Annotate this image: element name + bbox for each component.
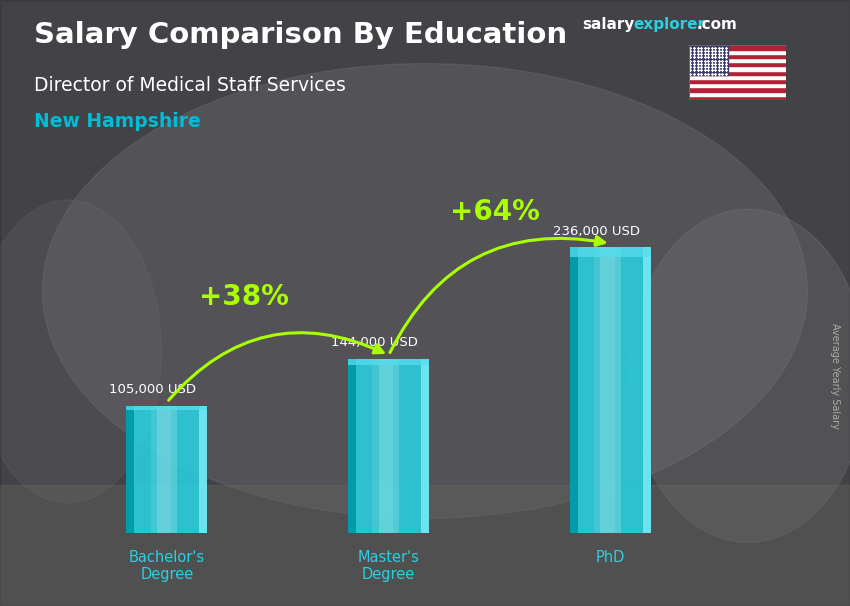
Bar — [0, 485, 850, 606]
Ellipse shape — [629, 209, 850, 542]
Text: explorer: explorer — [633, 17, 706, 32]
Bar — [594, 247, 615, 533]
Bar — [570, 247, 651, 258]
Bar — [688, 54, 786, 58]
Bar — [378, 359, 399, 533]
Bar — [688, 45, 786, 50]
Bar — [127, 406, 207, 533]
Bar — [688, 92, 786, 96]
Bar — [372, 359, 393, 533]
Bar — [348, 359, 429, 533]
Text: salary: salary — [582, 17, 635, 32]
Bar — [688, 96, 786, 100]
Text: 236,000 USD: 236,000 USD — [552, 225, 640, 238]
Bar — [688, 87, 786, 92]
Bar — [150, 406, 171, 533]
Bar — [127, 406, 134, 533]
Text: Average Yearly Salary: Average Yearly Salary — [830, 323, 840, 428]
Text: Director of Medical Staff Services: Director of Medical Staff Services — [34, 76, 346, 95]
Text: New Hampshire: New Hampshire — [34, 112, 201, 131]
Bar — [156, 406, 177, 533]
Bar — [688, 62, 786, 67]
Bar — [570, 247, 651, 533]
Bar — [421, 359, 429, 533]
Bar — [688, 79, 786, 83]
Bar — [688, 71, 786, 75]
Ellipse shape — [42, 64, 807, 518]
Bar — [688, 45, 728, 75]
Bar — [643, 247, 651, 533]
Text: 144,000 USD: 144,000 USD — [331, 336, 417, 349]
Text: .com: .com — [697, 17, 738, 32]
Text: +38%: +38% — [199, 283, 289, 311]
Bar — [600, 247, 620, 533]
Bar — [688, 83, 786, 87]
Text: Salary Comparison By Education: Salary Comparison By Education — [34, 21, 567, 49]
Bar — [348, 359, 429, 365]
Ellipse shape — [0, 200, 162, 503]
Bar — [688, 50, 786, 54]
Bar — [688, 75, 786, 79]
Bar — [688, 67, 786, 71]
Bar — [348, 359, 356, 533]
Text: +64%: +64% — [450, 198, 540, 226]
Bar — [570, 247, 578, 533]
Text: 105,000 USD: 105,000 USD — [109, 384, 196, 396]
Bar — [199, 406, 207, 533]
Bar — [127, 406, 207, 410]
Bar — [688, 58, 786, 62]
